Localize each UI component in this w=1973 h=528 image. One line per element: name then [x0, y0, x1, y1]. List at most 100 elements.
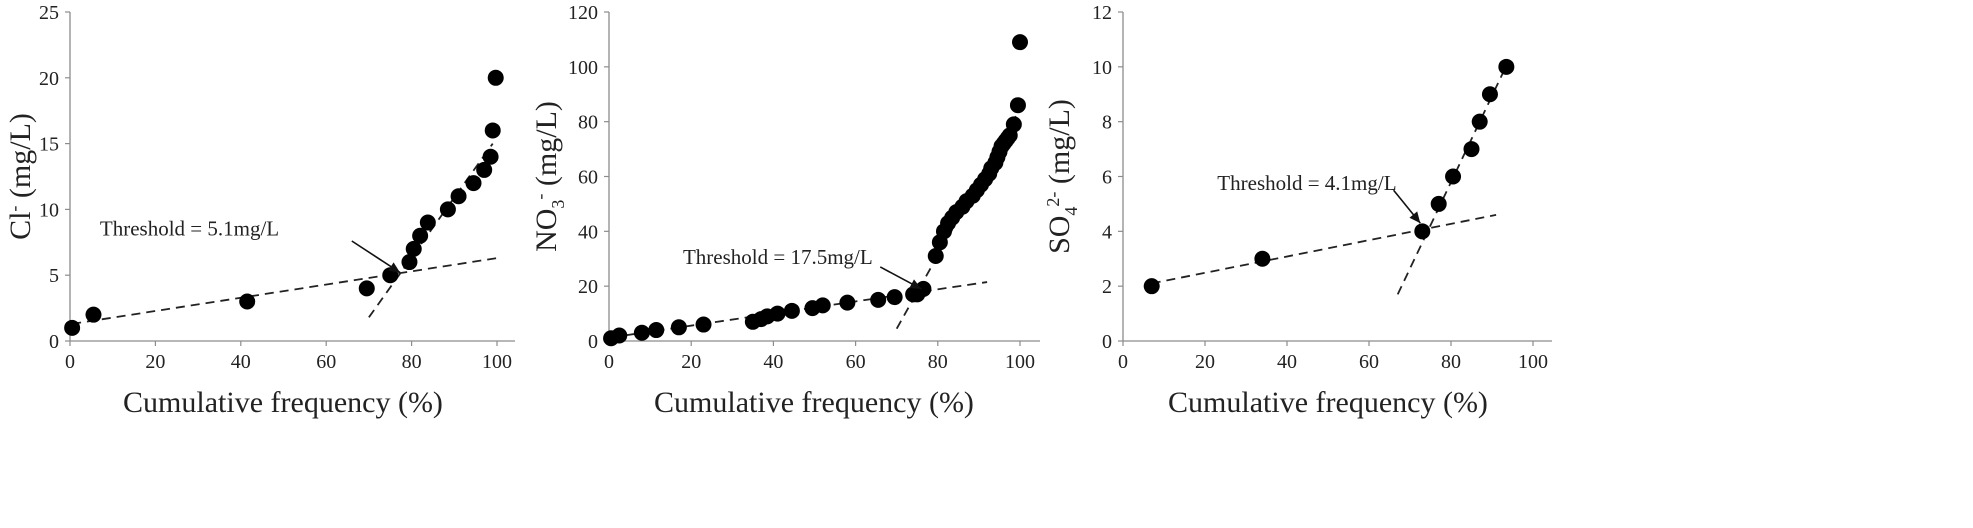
data-point [1143, 278, 1160, 295]
data-points [64, 69, 504, 336]
data-point [1481, 86, 1498, 103]
data-point [358, 280, 375, 297]
y-tick-label: 20 [39, 68, 59, 90]
threshold-arrow-head [1409, 211, 1421, 224]
y-tick-label: 20 [578, 276, 598, 298]
data-point [1254, 250, 1271, 267]
y-axis-title-unit: (mg/L) [530, 101, 563, 193]
y-tick-label: 0 [49, 331, 59, 353]
x-tick-label: 20 [145, 351, 165, 373]
y-tick-label: 5 [49, 265, 59, 287]
x-tick-label: 60 [846, 351, 866, 373]
y-tick-label: 2 [1102, 276, 1112, 298]
data-point [419, 214, 436, 231]
data-point [482, 148, 499, 165]
data-point [85, 306, 102, 323]
data-point [484, 122, 501, 139]
x-tick-label: 100 [1005, 351, 1035, 373]
data-point [870, 291, 887, 308]
y-tick-label: 100 [568, 57, 598, 79]
data-point [1009, 97, 1026, 114]
data-point [1498, 58, 1515, 75]
data-point [1414, 223, 1431, 240]
y-axis-title-sup: - [530, 194, 550, 200]
x-tick-label: 0 [65, 351, 75, 373]
x-axis-title: Cumulative frequency (%) [654, 386, 974, 419]
data-point [412, 227, 429, 244]
data-point [814, 297, 831, 314]
data-point [439, 201, 456, 218]
y-tick-label: 0 [1102, 331, 1112, 353]
data-point [633, 324, 650, 341]
y-axis-title-sup: 2- [1043, 192, 1063, 207]
y-axis-title: NO3- (mg/L) [530, 101, 568, 252]
data-point [1471, 113, 1488, 130]
x-tick-label: 0 [604, 351, 614, 373]
y-tick-label: 60 [578, 167, 598, 189]
data-point [465, 175, 482, 192]
y-axis-title-main: NO [530, 209, 563, 252]
y-axis-title-sub: 4 [1061, 207, 1081, 216]
data-point [783, 302, 800, 319]
trend-line [71, 257, 498, 325]
y-axis-title: Cl- (mg/L) [4, 113, 37, 240]
axis-ticks: 0 20 40 60 80 100 0 5 10 15 20 25 [39, 2, 512, 373]
x-tick-label: 80 [928, 351, 948, 373]
data-point [695, 316, 712, 333]
y-tick-label: 10 [39, 199, 59, 221]
data-point [769, 305, 786, 322]
data-point [487, 69, 504, 86]
y-axis-title-main: SO [1043, 216, 1076, 254]
y-axis-title-unit: (mg/L) [1043, 99, 1076, 191]
threshold-label: Threshold = 5.1mg/L [100, 217, 279, 241]
y-tick-label: 80 [578, 112, 598, 134]
threshold-label: Threshold = 17.5mg/L [683, 245, 873, 269]
y-tick-label: 4 [1102, 221, 1112, 243]
x-tick-label: 100 [482, 351, 512, 373]
y-axis-title-unit: (mg/L) [4, 113, 37, 205]
y-axis-title-sup: - [4, 206, 24, 212]
data-point [1445, 168, 1462, 185]
data-point [239, 293, 256, 310]
data-point [611, 327, 628, 344]
y-axis-title: SO42- (mg/L) [1043, 99, 1081, 254]
y-tick-label: 12 [1092, 2, 1112, 24]
x-tick-label: 20 [681, 351, 701, 373]
data-point [915, 280, 932, 297]
threshold-annotation: Threshold = 4.1mg/L [1217, 171, 1421, 224]
data-points [1143, 58, 1515, 295]
x-axis-title: Cumulative frequency (%) [1168, 386, 1488, 419]
data-point [1005, 116, 1022, 133]
data-point [476, 161, 493, 178]
x-tick-label: 40 [231, 351, 251, 373]
x-tick-label: 80 [402, 351, 422, 373]
trend-line [1151, 214, 1497, 285]
axis-ticks: 0 20 40 60 80 100 0 20 40 60 80 100 120 [568, 2, 1035, 373]
data-point [670, 319, 687, 336]
chart-panel-so4: 0 20 40 60 80 100 0 2 4 6 8 10 12 Threshold = 4.1mg/… [1043, 2, 1552, 419]
y-tick-label: 8 [1102, 112, 1112, 134]
x-tick-label: 60 [1359, 351, 1379, 373]
data-point [886, 289, 903, 306]
data-point [839, 294, 856, 311]
data-point [450, 188, 467, 205]
data-point [401, 254, 418, 271]
data-point [1463, 141, 1480, 158]
y-axis-title-sub: 3 [548, 200, 568, 209]
x-axis-title: Cumulative frequency (%) [123, 386, 443, 419]
y-tick-label: 10 [1092, 57, 1112, 79]
threshold-annotation: Threshold = 5.1mg/L [100, 217, 401, 274]
y-tick-label: 6 [1102, 167, 1112, 189]
data-point [1430, 195, 1447, 212]
x-tick-label: 0 [1118, 351, 1128, 373]
data-point [405, 240, 422, 257]
y-tick-label: 0 [588, 331, 598, 353]
threshold-arrow-head [909, 279, 922, 289]
x-tick-label: 20 [1195, 351, 1215, 373]
x-tick-label: 80 [1441, 351, 1461, 373]
x-tick-label: 40 [763, 351, 783, 373]
y-tick-label: 120 [568, 2, 598, 24]
x-tick-label: 40 [1277, 351, 1297, 373]
data-point [1012, 34, 1028, 51]
x-tick-label: 60 [316, 351, 336, 373]
